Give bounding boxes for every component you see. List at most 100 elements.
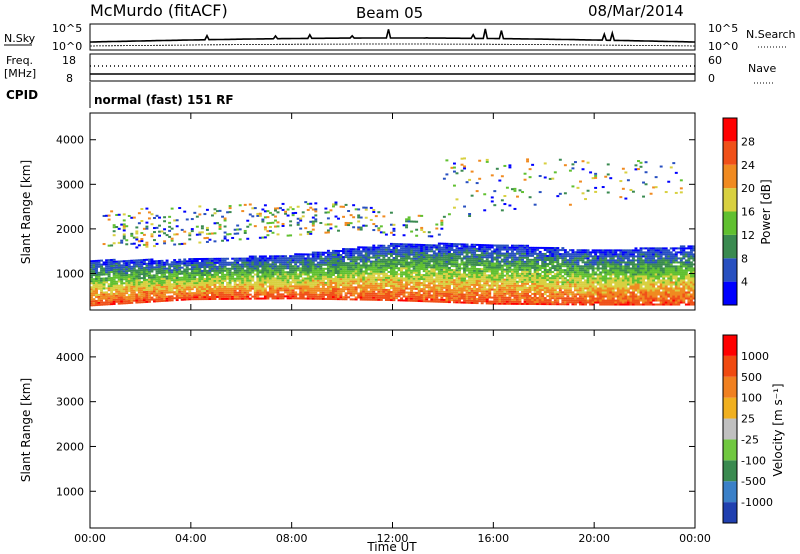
heatmap-cell (601, 303, 605, 306)
heatmap-cell (468, 263, 472, 266)
heatmap-cell (599, 301, 603, 304)
heatmap-cell (389, 297, 393, 300)
heatmap-cell (566, 275, 570, 278)
heatmap-cell (483, 250, 487, 253)
heatmap-cell (579, 281, 582, 284)
heatmap-cell (465, 253, 469, 256)
heatmap-cell (473, 275, 477, 278)
heatmap-cell (362, 254, 366, 257)
heatmap-cell (261, 273, 265, 276)
heatmap-cell (243, 279, 247, 282)
heatmap-cell (359, 294, 363, 297)
heatmap-cell (516, 264, 519, 267)
heatmap-cell (329, 285, 333, 288)
heatmap-cell (276, 269, 280, 272)
heatmap-cell (526, 262, 530, 265)
heatmap-cell (410, 269, 414, 272)
heatmap-cell (311, 291, 315, 294)
heatmap-cell (553, 283, 557, 286)
heatmap-cell (183, 258, 187, 261)
heatmap-cell (599, 253, 603, 256)
heatmap-cell (596, 287, 600, 290)
heatmap-cell (468, 273, 472, 276)
heatmap-cell (268, 279, 272, 282)
heatmap-cell (548, 293, 552, 296)
heatmap-cell (261, 275, 265, 278)
heatmap-cell (458, 277, 461, 280)
heatmap-cell (364, 256, 368, 259)
heatmap-cell (369, 284, 373, 287)
heatmap-cell (110, 269, 114, 272)
heatmap-cell (450, 257, 454, 260)
heatmap-cell (495, 262, 499, 265)
heatmap-cell (473, 245, 477, 248)
heatmap-cell (147, 300, 151, 303)
heatmap-cell (289, 263, 293, 266)
heatmap-cell (553, 277, 557, 280)
heatmap-cell (299, 271, 303, 274)
heatmap-cell (389, 268, 393, 271)
heatmap-cell (258, 285, 262, 288)
heatmap-cell (165, 271, 169, 274)
heatmap-cell (604, 281, 608, 284)
heatmap-cell (400, 261, 403, 264)
heatmap-cell (155, 284, 159, 287)
heatmap-cell (470, 243, 474, 246)
heatmap-cell (153, 286, 156, 289)
heatmap-cell (546, 279, 550, 282)
heatmap-cell (137, 281, 141, 284)
heatmap-cell (180, 280, 184, 283)
heatmap-cell (465, 257, 469, 260)
heatmap-cell (500, 264, 504, 267)
heatmap-cell (155, 288, 159, 291)
heatmap-cell (231, 265, 235, 268)
heatmap-cell (135, 295, 139, 298)
heatmap-cell (145, 300, 149, 303)
heatmap-cell (95, 281, 98, 284)
heatmap-cell (294, 291, 298, 294)
heatmap-cell (309, 259, 313, 262)
heatmap-cell (178, 280, 182, 283)
heatmap-cell (400, 283, 403, 286)
heatmap-cell (291, 255, 295, 258)
heatmap-cell (175, 268, 179, 271)
heatmap-cell (483, 254, 487, 257)
heatmap-cell (188, 268, 192, 271)
heatmap-cell (485, 254, 489, 257)
heatmap-cell (453, 259, 456, 262)
heatmap-cell (523, 272, 527, 275)
heatmap-cell (490, 302, 494, 305)
heatmap-cell (447, 285, 451, 288)
heatmap-cell (95, 269, 98, 272)
heatmap-cell (379, 290, 383, 293)
heatmap-cell (447, 291, 451, 294)
heatmap-cell (221, 271, 225, 274)
heatmap-cell (107, 273, 111, 276)
heatmap-cell (319, 263, 323, 266)
heatmap-cell (183, 268, 187, 271)
heatmap-cell (599, 261, 603, 264)
heatmap-cell (616, 281, 620, 284)
heatmap-cell (503, 284, 507, 287)
heatmap-cell (412, 255, 416, 258)
heatmap-cell (339, 294, 343, 297)
heatmap-cell (503, 256, 507, 259)
heatmap-cell (122, 294, 126, 297)
heatmap-cell (248, 279, 252, 282)
heatmap-cell (427, 258, 431, 261)
heatmap-cell (92, 280, 96, 283)
heatmap-cell (175, 295, 179, 298)
heatmap-cell (510, 288, 514, 291)
heatmap-cell (372, 294, 376, 297)
heatmap-cell (382, 262, 386, 265)
heatmap-cell (599, 289, 603, 292)
heatmap-cell (510, 258, 514, 261)
heatmap-cell (367, 276, 371, 279)
heatmap-cell (316, 275, 320, 278)
heatmap-cell (579, 257, 582, 260)
heatmap-cell (463, 245, 467, 248)
heatmap-cell (321, 291, 325, 294)
heatmap-cell (226, 271, 230, 274)
heatmap-cell (490, 278, 494, 281)
heatmap-cell (188, 280, 192, 283)
